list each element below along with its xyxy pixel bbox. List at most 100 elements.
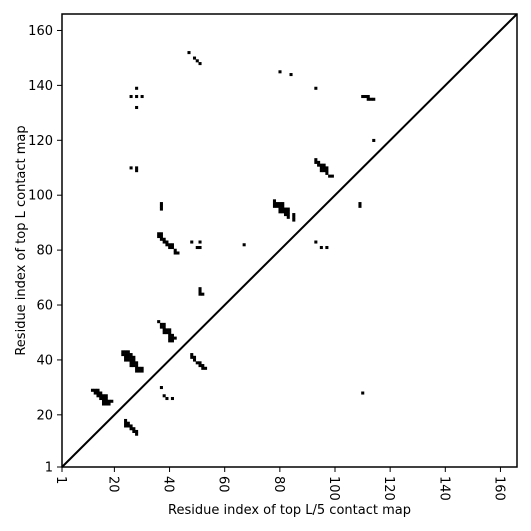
contact-point	[99, 396, 103, 401]
y-tick-label: 80	[36, 244, 53, 259]
contact-point	[129, 166, 133, 170]
contact-point	[173, 248, 177, 252]
contact-point	[129, 424, 133, 428]
contact-point	[159, 386, 163, 390]
contact-point	[366, 94, 370, 99]
contact-point	[195, 245, 199, 250]
contact-point	[129, 364, 133, 368]
contact-point	[192, 355, 197, 359]
contact-point	[319, 163, 323, 167]
contact-point	[272, 204, 277, 208]
contact-point	[132, 361, 136, 365]
contact-point	[281, 202, 285, 206]
contact-point	[201, 292, 205, 296]
contact-point	[104, 394, 108, 398]
contact-point	[157, 235, 161, 239]
contact-point	[159, 204, 163, 208]
contact-point	[99, 394, 103, 398]
contact-point	[319, 245, 323, 250]
contact-point	[165, 240, 169, 244]
contact-point	[198, 62, 202, 66]
contact-point	[124, 353, 128, 357]
contact-point	[168, 336, 172, 340]
contact-point	[198, 364, 202, 368]
contact-point	[135, 361, 139, 365]
x-tick-label: 40	[161, 476, 176, 493]
contact-point	[162, 328, 166, 332]
contact-point	[314, 158, 318, 162]
contact-point	[126, 358, 130, 362]
contact-point	[168, 243, 172, 247]
contact-point	[140, 366, 144, 370]
contact-point	[104, 402, 108, 406]
contact-point	[162, 325, 166, 329]
contact-point	[372, 138, 376, 142]
contact-point	[121, 353, 125, 357]
contact-point	[361, 391, 365, 395]
y-tick-label: 100	[28, 189, 53, 204]
contact-point	[358, 202, 362, 206]
points-layer	[90, 51, 376, 436]
contact-point	[129, 355, 133, 359]
y-tick-label: 1	[45, 461, 53, 476]
contact-point	[198, 287, 202, 291]
contact-point	[168, 245, 172, 250]
contact-point	[132, 355, 136, 359]
contact-point	[281, 207, 285, 211]
contact-point	[162, 331, 166, 335]
contact-point	[132, 427, 136, 431]
contact-point	[190, 240, 194, 244]
contact-point	[173, 336, 177, 340]
x-tick-label: 1	[53, 476, 68, 484]
contact-point	[242, 243, 246, 247]
contact-point	[195, 361, 199, 365]
contact-point	[135, 169, 139, 173]
contact-point	[101, 402, 106, 406]
contact-point	[124, 358, 128, 362]
contact-point	[272, 199, 277, 203]
y-tick-label: 60	[36, 299, 53, 314]
contact-point	[292, 215, 296, 219]
contact-point	[289, 73, 293, 77]
contact-point	[162, 237, 166, 241]
contact-point	[170, 396, 174, 401]
contact-point	[281, 204, 285, 208]
contact-point	[135, 432, 139, 436]
contact-point	[135, 94, 139, 99]
contact-point	[322, 169, 326, 173]
contact-point	[168, 328, 172, 332]
contact-point	[135, 364, 139, 368]
contact-point	[325, 171, 329, 175]
contact-point	[162, 394, 166, 398]
contact-point	[319, 169, 323, 173]
contact-point	[124, 424, 128, 428]
contact-point	[126, 424, 130, 428]
contact-point	[281, 210, 285, 214]
y-tick-label: 160	[28, 24, 53, 39]
contact-point	[317, 163, 321, 167]
contact-point	[198, 240, 202, 244]
contact-point	[170, 333, 174, 337]
contact-point	[372, 97, 376, 101]
contact-point	[325, 245, 329, 250]
contact-point	[140, 94, 144, 99]
contact-point	[107, 402, 111, 406]
contact-point	[198, 289, 202, 293]
contact-point	[129, 358, 133, 362]
contact-point	[162, 322, 166, 326]
y-tick-label: 20	[36, 408, 53, 423]
contact-point	[159, 325, 163, 329]
contact-point	[129, 361, 133, 365]
contact-point	[283, 207, 288, 211]
contact-point	[170, 243, 174, 247]
contact-point	[275, 204, 279, 208]
contact-point	[104, 396, 108, 401]
contact-point	[96, 388, 100, 392]
contact-point	[198, 245, 202, 250]
diagonal-line	[61, 13, 518, 468]
contact-point	[278, 202, 282, 206]
contact-point	[314, 240, 318, 244]
contact-point	[135, 369, 139, 373]
x-tick-label: 160	[491, 476, 506, 501]
